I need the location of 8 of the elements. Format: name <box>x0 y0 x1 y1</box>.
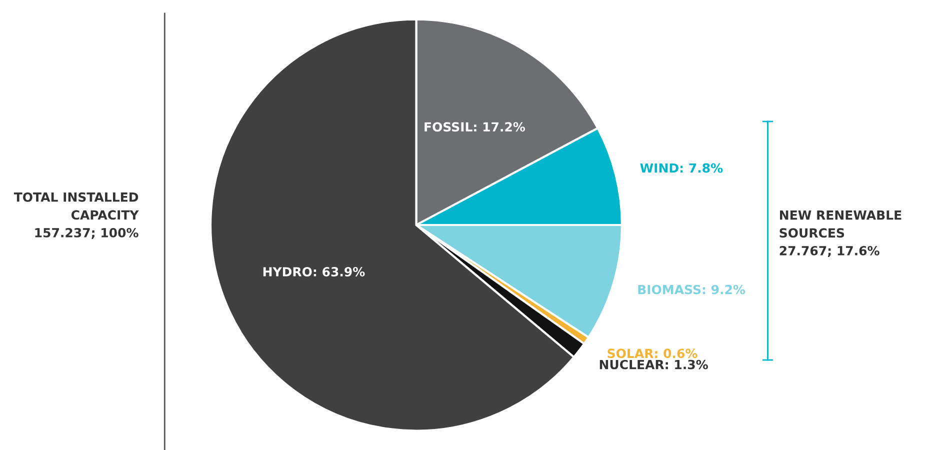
text: TOTAL INSTALLED CAPACITY 157.237; 100% <box>14 192 139 240</box>
slice-label: HYDRO: 63.9% <box>263 267 365 276</box>
slice-label: FOSSIL: 17.2% <box>424 122 526 132</box>
slice-label: BIOMASS: 9.2% <box>638 284 746 294</box>
slice-label: WIND: 7.8% <box>640 163 723 173</box>
text: NEW RENEWABLE SOURCES 27.767; 17.6% <box>780 210 902 258</box>
slice-label: NUCLEAR: 1.3% <box>600 360 708 370</box>
slice-label: SOLAR: 0.6% <box>608 348 698 358</box>
